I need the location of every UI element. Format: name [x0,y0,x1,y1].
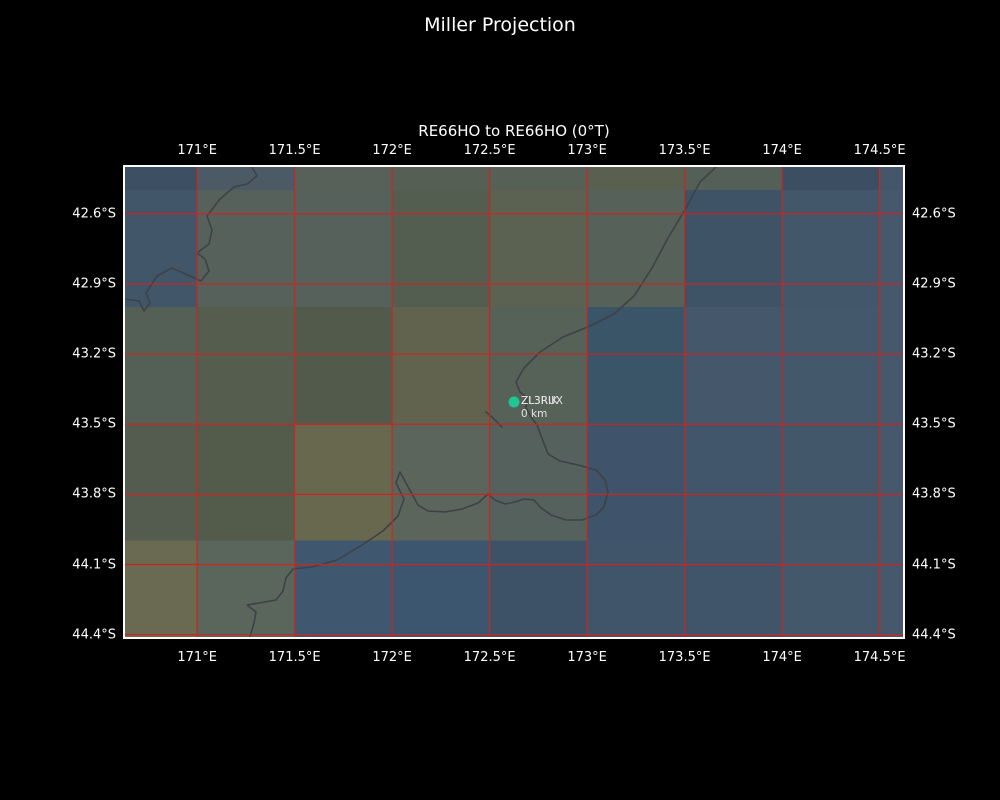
raster-cell [489,167,588,191]
lat-tick-label-right: 43.8°S [912,486,956,502]
raster-cell [294,167,393,191]
raster-cell [879,189,903,308]
raster-cell [391,167,491,191]
raster-cell [684,167,783,191]
lon-tick-label-bottom: 174.5°E [853,650,906,665]
lat-tick-label-left: 42.6°S [72,206,116,222]
lat-tick-label-right: 44.4°S [912,627,956,643]
lon-tick-label-top: 173.5°E [658,143,711,158]
lat-tick-label-left: 43.2°S [72,346,116,362]
lon-tick-label-top: 173°E [567,143,607,158]
lat-tick-label-left: 43.8°S [72,486,116,502]
raster-cell [294,306,393,425]
lat-tick-label-right: 43.5°S [912,416,956,432]
raster-cell [879,540,903,637]
raster-cell [294,189,393,308]
raster-cell [684,540,783,637]
map-plot[interactable]: ZL3RIK ZL3RUX 0 km [123,165,905,639]
lon-tick-label-bottom: 172°E [372,650,412,665]
raster-cell [489,306,588,425]
lat-tick-label-left: 44.4°S [72,627,116,643]
lat-tick-label-right: 44.1°S [912,557,956,572]
lon-tick-label-top: 171°E [177,143,217,158]
raster-cell [879,167,903,191]
station-marker [508,396,520,408]
lon-tick-label-bottom: 173°E [567,650,607,665]
map-canvas [125,167,903,637]
lon-tick-label-bottom: 173.5°E [658,650,711,665]
raster-cell [196,423,296,542]
raster-cell [125,167,198,191]
coastline-path [125,167,258,312]
raster-cell [586,306,686,425]
raster-cell [196,167,296,191]
raster-cell [489,189,588,308]
lon-tick-label-bottom: 171°E [177,650,217,665]
raster-cell [879,423,903,542]
raster-cell [586,167,686,191]
raster-cell [294,423,393,542]
raster-cell [125,306,198,425]
lat-tick-label-left: 44.1°S [72,557,116,572]
lon-tick-label-top: 171.5°E [268,143,321,158]
station-distance-label: 0 km [521,408,548,420]
raster-cell [125,189,198,308]
station-callsign-label: ZL3RIK [521,395,559,407]
raster-cell [391,423,491,542]
raster-cell [489,540,588,637]
raster-cell [879,306,903,425]
raster-cell [781,189,881,308]
raster-cell [489,423,588,542]
raster-cell [781,540,881,637]
raster-cell [586,540,686,637]
raster-cell [684,423,783,542]
lat-tick-label-right: 43.2°S [912,346,956,362]
raster-cell [125,423,198,542]
axes-title: RE66HO to RE66HO (0°T) [418,122,610,140]
raster-cell [294,540,393,637]
raster-cell [391,540,491,637]
raster-cell [781,423,881,542]
lat-tick-label-right: 42.6°S [912,206,956,222]
lat-tick-label-right: 42.9°S [912,276,956,292]
raster-cell [196,540,296,637]
raster-cell [684,306,783,425]
lon-tick-label-top: 172°E [372,143,412,158]
lon-tick-label-bottom: 174°E [762,650,802,665]
lat-tick-label-left: 42.9°S [72,276,116,292]
lat-tick-label-left: 43.5°S [72,416,116,432]
raster-cell [391,189,491,308]
raster-cell [125,540,198,637]
lon-tick-label-bottom: 172.5°E [463,650,516,665]
lon-tick-label-top: 174°E [762,143,802,158]
raster-cell [684,189,783,308]
raster-cell [196,306,296,425]
raster-cell [196,189,296,308]
coastline-path [246,167,717,637]
lon-tick-label-top: 174.5°E [853,143,906,158]
figure-title: Miller Projection [424,14,576,36]
lon-tick-label-bottom: 171.5°E [268,650,321,665]
raster-cell [781,167,881,191]
lon-tick-label-top: 172.5°E [463,143,516,158]
raster-cell [586,423,686,542]
raster-cell [781,306,881,425]
station-callsign-label: ZL3RUX [521,395,563,407]
raster-cell [586,189,686,308]
raster-cell [391,306,491,425]
